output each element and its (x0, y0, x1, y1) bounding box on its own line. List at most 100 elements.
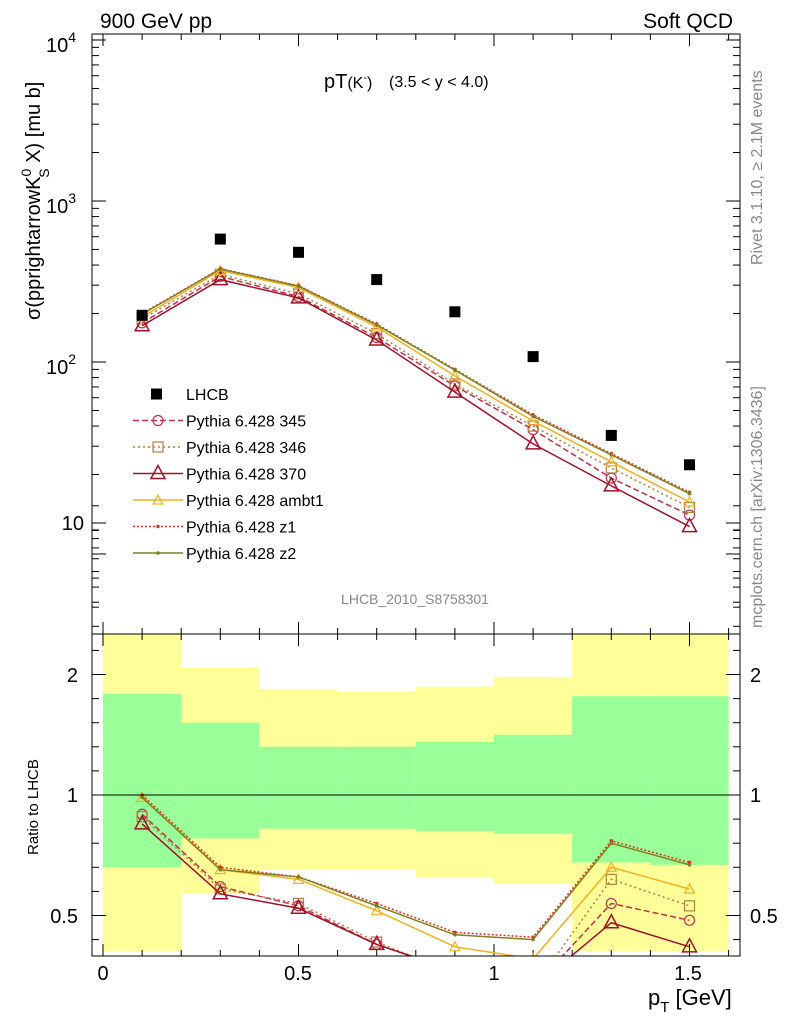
header-left: 900 GeV pp (100, 10, 212, 33)
ratio-tick-1-right: 1 (750, 785, 761, 807)
band-inner-0 (103, 693, 182, 868)
series-1-ratio-point (136, 811, 148, 823)
y-tick-10: 10 (62, 513, 84, 535)
band-inner-2 (259, 746, 338, 829)
x-tick-1.5: 1.5 (674, 963, 702, 985)
series-2-point (681, 517, 698, 533)
series-2-ratio-point (212, 884, 229, 900)
y-tick-1e2-base: 10 (46, 357, 68, 379)
series-5-ratio-line (141, 796, 690, 941)
series-2-ratio-point (526, 980, 540, 993)
series-0-line (141, 275, 690, 516)
plot-title-particle: (K (347, 75, 363, 92)
main-plot-frame (91, 33, 741, 635)
x-axis-label-main: p (648, 985, 660, 1010)
legend-entry-3-marker (149, 463, 167, 480)
series-3-point (683, 495, 696, 507)
series-0-ratio-point (528, 983, 538, 993)
y-axis-label: σ(pprightarrowK0 S X) [mu b] (18, 82, 52, 320)
series-4-ratio-line (141, 794, 690, 938)
series-5-ratio-point (374, 904, 379, 908)
legend-entry-1-marker (152, 414, 164, 427)
series-3-point (527, 414, 540, 426)
side-label-upper: Rivet 3.1.10, ≥ 2.1M events (749, 70, 766, 265)
series-5-ratio-point (609, 841, 614, 845)
ratio-tick-2-right: 2 (750, 665, 761, 687)
x-axis-label-unit: [GeV] (669, 985, 731, 1010)
side-label-lower: mcplots.cern.ch [arXiv:1306.3436] (749, 386, 766, 628)
series-1-ratio-point (528, 983, 538, 993)
data-point (214, 233, 226, 245)
plot-title-range: (3.5 < y < 4.0) (389, 74, 489, 91)
series-5-point (374, 323, 379, 327)
x-tick-0.5: 0.5 (284, 963, 312, 985)
legend-entry-2-label: Pythia 6.428 346 (186, 440, 306, 457)
ratio-tick-05-right: 0.5 (750, 906, 778, 928)
legend-entry-0-label: LHCB (186, 387, 229, 404)
series-3-ratio-point (683, 882, 696, 894)
y-tick-1e3-base: 10 (46, 196, 68, 218)
series-5-point (218, 267, 223, 271)
series-2-ratio-point (681, 937, 698, 953)
legend-entry-5-label: Pythia 6.428 z1 (186, 520, 296, 537)
series-5-ratio-point (453, 932, 457, 937)
band-inner-7 (650, 696, 729, 865)
legend-entry-6-label: Pythia 6.428 z2 (186, 546, 296, 563)
legend-entry-3-label: Pythia 6.428 370 (186, 467, 306, 484)
series-4-line (141, 267, 690, 494)
series-5-point (609, 453, 614, 457)
series-0-ratio-point (605, 897, 617, 910)
x-tick-0: 0 (97, 963, 108, 985)
x-axis-label: pT [GeV] (648, 985, 732, 1016)
legend-entry-6-marker (156, 551, 160, 555)
series-5-ratio-point (531, 937, 535, 942)
band-inner-3 (337, 746, 416, 829)
series-2-ratio-point (448, 963, 462, 976)
header-right: Soft QCD (643, 10, 733, 33)
series-3-point (448, 369, 461, 381)
data-layer (136, 233, 695, 471)
series-0-ratio-point (450, 966, 460, 976)
legend-entry-5-marker (156, 524, 160, 529)
plot-title: pT(K-) (324, 71, 372, 93)
ratio-uncertainty-bands (103, 634, 729, 952)
series-1-point (449, 378, 461, 390)
series-3-ratio-point (370, 904, 383, 916)
series-1-point (683, 501, 696, 513)
series-3-line (141, 269, 690, 503)
series-3-ratio-point (136, 791, 149, 803)
legend-entry-1-label: Pythia 6.428 345 (186, 414, 306, 431)
series-2-ratio-line (141, 823, 690, 956)
legend-entry-4-label: Pythia 6.428 ambt1 (186, 493, 324, 510)
series-layer (133, 264, 698, 993)
y-tick-1e4-exp: 4 (68, 29, 76, 45)
band-inner-4 (415, 741, 494, 832)
ratio-tick-1: 1 (67, 785, 78, 807)
analysis-id: LHCB_2010_S8758301 (341, 591, 489, 607)
series-5-ratio-point (687, 863, 692, 867)
band-inner-1 (181, 722, 260, 839)
series-2-line (141, 278, 690, 528)
y-tick-1e2-exp: 2 (68, 351, 76, 367)
series-1-point (605, 462, 617, 474)
series-1-ratio-point (683, 900, 696, 912)
series-2-ratio-point (368, 934, 385, 951)
ratio-tick-2: 2 (67, 665, 78, 687)
legend-entry-4-marker (151, 493, 165, 505)
series-5-ratio-point (296, 875, 301, 879)
series-5-point (687, 491, 692, 496)
y-tick-1e3: 103 (46, 190, 76, 218)
series-1-ratio-point (605, 873, 617, 885)
y-tick-1e4-base: 10 (46, 35, 68, 57)
series-0-ratio-line (141, 813, 690, 956)
series-2-ratio-point (133, 814, 151, 830)
series-3-ratio-point (448, 940, 461, 952)
y-axis-label-sub: S (36, 168, 52, 177)
legend-entry-2-marker (152, 441, 164, 453)
series-2-point (524, 434, 542, 450)
x-axis-label-sub: T (660, 999, 669, 1016)
series-5-point (296, 284, 301, 288)
series-2-point (133, 316, 151, 332)
series-5-ratio-point (140, 795, 144, 800)
series-1-ratio-point (450, 968, 460, 978)
